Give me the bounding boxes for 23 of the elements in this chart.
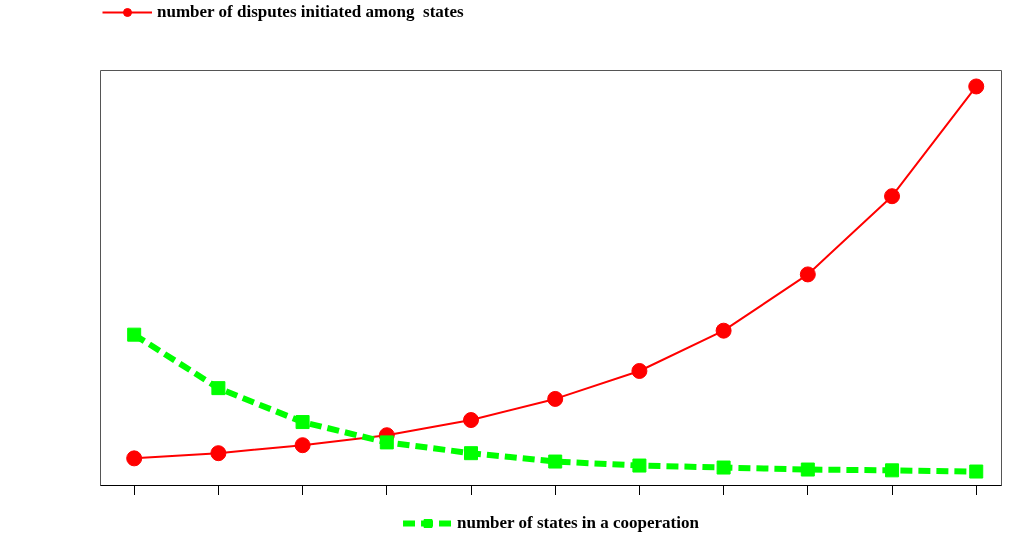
point bbox=[295, 415, 310, 430]
point bbox=[632, 458, 647, 473]
legend-label: number of disputes initiated among states bbox=[157, 2, 464, 22]
legend-label: number of states in a cooperation bbox=[457, 512, 699, 533]
point bbox=[885, 463, 900, 478]
point bbox=[799, 266, 816, 283]
point bbox=[463, 412, 479, 429]
point bbox=[800, 462, 815, 477]
point bbox=[294, 437, 311, 454]
point bbox=[464, 446, 478, 461]
point bbox=[547, 390, 564, 407]
point bbox=[631, 362, 648, 379]
point bbox=[210, 445, 227, 462]
point bbox=[715, 322, 732, 339]
point bbox=[127, 327, 142, 342]
point bbox=[884, 188, 901, 205]
point bbox=[968, 78, 985, 95]
point bbox=[211, 381, 226, 396]
point bbox=[969, 464, 984, 479]
point bbox=[716, 460, 731, 475]
point bbox=[126, 450, 143, 467]
point bbox=[379, 435, 394, 450]
point bbox=[548, 454, 563, 469]
